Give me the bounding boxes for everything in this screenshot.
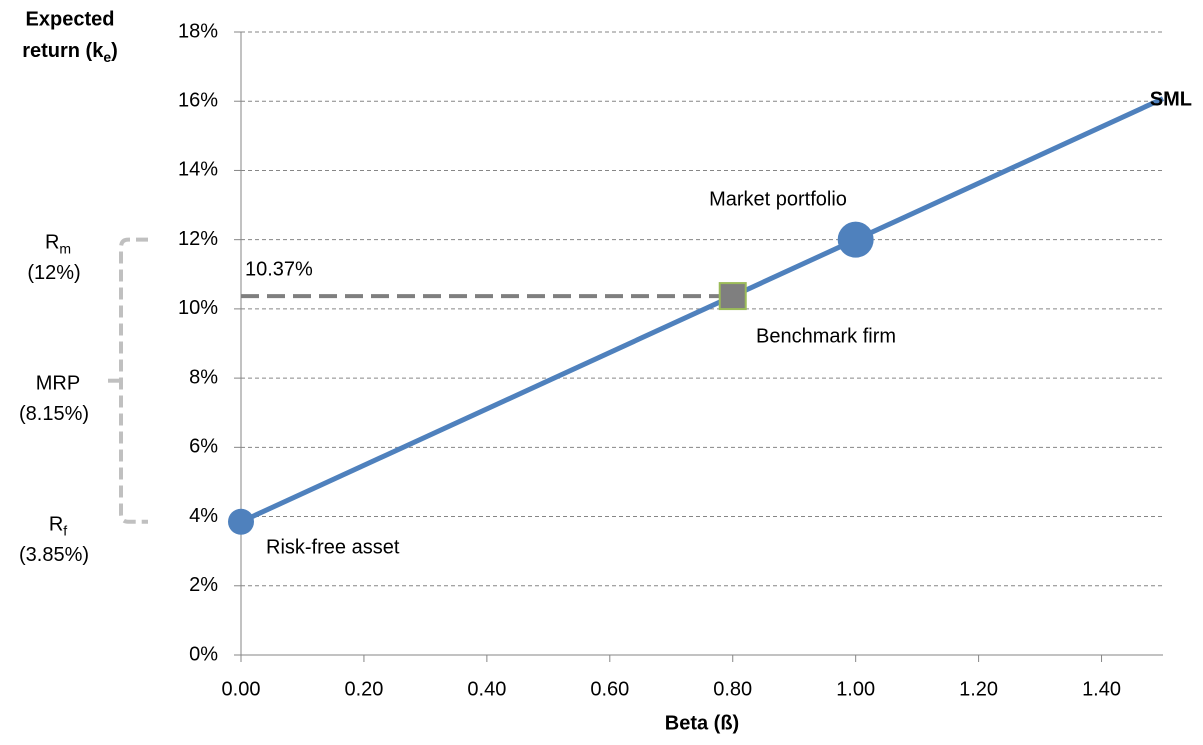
y-tick-label: 4% bbox=[189, 505, 218, 527]
x-tick-label: 1.20 bbox=[959, 678, 998, 700]
y-axis-label: Expected bbox=[26, 8, 115, 30]
line-label: SML bbox=[1150, 88, 1192, 110]
x-tick-label: 0.20 bbox=[344, 678, 383, 700]
point-label: Risk-free asset bbox=[266, 536, 400, 558]
y-axis-label-subscript: e bbox=[103, 49, 111, 65]
y-tick-label: 6% bbox=[189, 436, 218, 458]
y-axis-label: return (ke) bbox=[22, 40, 118, 64]
y-tick-label: 18% bbox=[178, 20, 218, 42]
y-tick-label: 2% bbox=[189, 574, 218, 596]
y-tick-label: 14% bbox=[178, 159, 218, 181]
y-tick-label: 10% bbox=[178, 297, 218, 319]
x-tick-label: 0.40 bbox=[467, 678, 506, 700]
x-tick-label: 0.00 bbox=[222, 678, 261, 700]
y-tick-label: 0% bbox=[189, 643, 218, 665]
x-tick-label: 1.00 bbox=[836, 678, 875, 700]
x-axis-label: Beta (ß) bbox=[665, 712, 739, 734]
point bbox=[228, 508, 254, 535]
bracket-symbol-text: R bbox=[45, 232, 59, 254]
sml-line bbox=[239, 96, 1165, 525]
x-tick-label: 0.80 bbox=[713, 678, 752, 700]
bracket-symbol-text: R bbox=[49, 514, 63, 536]
y-axis-label-text: return (k bbox=[22, 40, 104, 62]
y-axis-label-end: ) bbox=[111, 40, 118, 62]
y-tick-label: 16% bbox=[178, 90, 218, 112]
y-tick-label: 8% bbox=[189, 366, 218, 388]
point-label: Market portfolio bbox=[709, 188, 847, 210]
bracket-symbol-subscript: f bbox=[63, 522, 67, 538]
bracket-symbol: Rm bbox=[45, 232, 71, 256]
bracket-symbol: Rf bbox=[49, 514, 67, 538]
bracket-label: (12%) bbox=[27, 262, 80, 284]
bracket-label: (3.85%) bbox=[19, 544, 89, 566]
point bbox=[718, 282, 747, 311]
bracket-symbol: MRP bbox=[36, 373, 80, 395]
x-tick-label: 1.40 bbox=[1082, 678, 1121, 700]
bracket-symbol-subscript: m bbox=[59, 240, 71, 256]
x-tick-label: 0.60 bbox=[590, 678, 629, 700]
point-label: Benchmark firm bbox=[756, 325, 896, 347]
data-label: 10.37% bbox=[245, 258, 313, 280]
y-tick-label: 12% bbox=[178, 228, 218, 250]
bracket-label: (8.15%) bbox=[19, 403, 89, 425]
point bbox=[837, 221, 874, 258]
bracket-symbol-text: MRP bbox=[36, 373, 80, 395]
bracket bbox=[119, 237, 148, 524]
